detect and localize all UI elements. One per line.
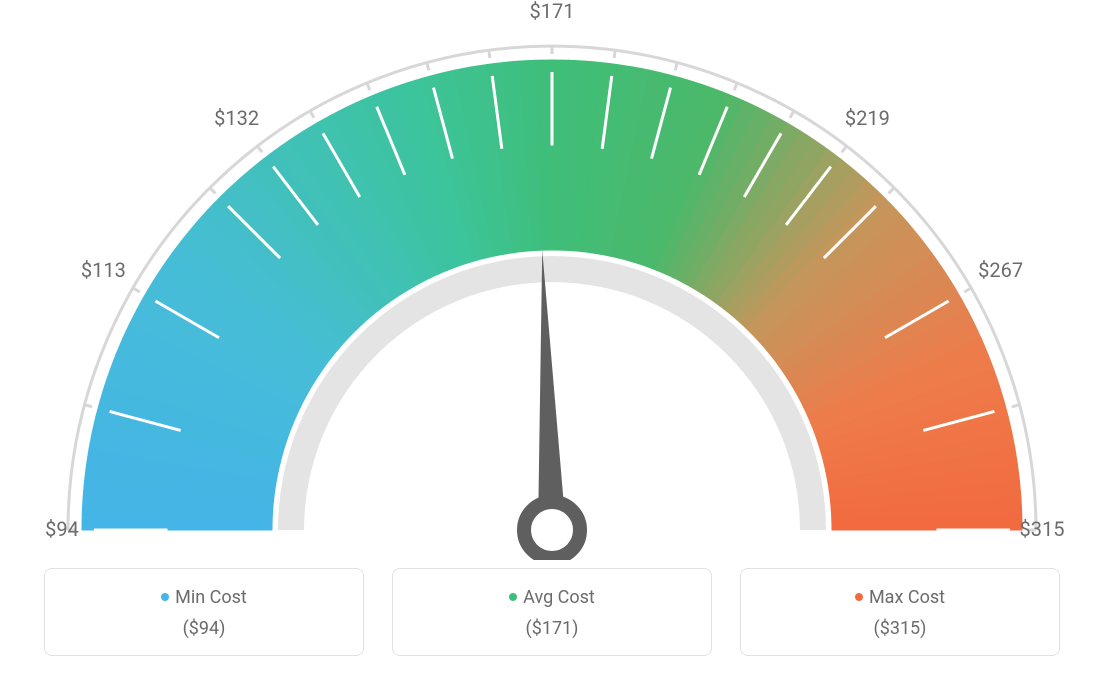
svg-text:$113: $113 bbox=[81, 258, 126, 282]
svg-text:$132: $132 bbox=[214, 106, 259, 130]
legend-dot-max bbox=[855, 593, 863, 601]
svg-text:$219: $219 bbox=[845, 106, 890, 130]
legend-card-max: Max Cost ($315) bbox=[740, 568, 1060, 656]
gauge-svg: $94 $113 $132 $171 $219 $267 $315 bbox=[0, 0, 1104, 560]
svg-text:$171: $171 bbox=[530, 0, 575, 23]
svg-text:$94: $94 bbox=[45, 517, 79, 541]
legend-label-text: Avg Cost bbox=[523, 587, 595, 608]
legend-row: Min Cost ($94) Avg Cost ($171) Max Cost … bbox=[0, 568, 1104, 656]
gauge-chart: $94 $113 $132 $171 $219 $267 $315 bbox=[0, 0, 1104, 560]
legend-label-text: Max Cost bbox=[869, 587, 945, 608]
legend-label-text: Min Cost bbox=[175, 587, 247, 608]
legend-card-min: Min Cost ($94) bbox=[44, 568, 364, 656]
legend-label: Min Cost bbox=[65, 587, 343, 608]
legend-value: ($94) bbox=[65, 618, 343, 639]
legend-dot-min bbox=[161, 593, 169, 601]
legend-value: ($315) bbox=[761, 618, 1039, 639]
legend-label: Avg Cost bbox=[413, 587, 691, 608]
legend-card-avg: Avg Cost ($171) bbox=[392, 568, 712, 656]
legend-dot-avg bbox=[509, 593, 517, 601]
legend-value: ($171) bbox=[413, 618, 691, 639]
legend-label: Max Cost bbox=[761, 587, 1039, 608]
svg-text:$267: $267 bbox=[978, 258, 1023, 282]
svg-text:$315: $315 bbox=[1020, 517, 1065, 541]
